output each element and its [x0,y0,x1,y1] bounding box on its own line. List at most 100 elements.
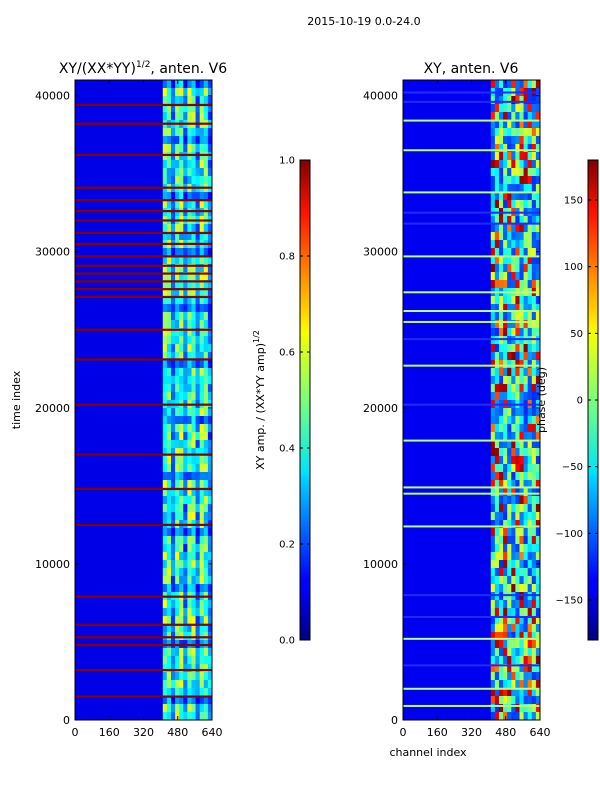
phase-heatmap-cell [511,224,516,233]
amplitude-heatmap-cell [162,456,168,465]
phase-heatmap-cell [519,664,524,673]
phase-heatmap-cell [519,688,524,697]
amplitude-heatmap-cell [195,192,200,201]
amplitude-heatmap-cell [179,560,184,569]
amplitude-heatmap-cell [166,704,172,713]
phase-heatmap-cell [490,152,496,161]
phase-heatmap-cell [527,528,533,537]
amplitude-heatmap-cell [166,680,172,689]
amplitude-heatmap-cell [170,384,176,393]
amplitude-heatmap-cell [207,368,212,377]
amplitude-heatmap-cell [166,632,172,641]
phase-heatmap-cell [503,264,508,273]
amplitude-heatmap-cell [195,672,200,681]
amplitude-heatmap-cell [166,472,172,481]
amplitude-heatmap-cell [207,648,212,657]
amplitude-saturated-row [75,280,212,283]
amplitude-heatmap-cell [175,80,180,89]
amplitude-heatmap-cell [162,512,168,521]
phase-heatmap-cell [531,408,537,417]
amplitude-heatmap-cell [166,392,172,401]
amplitude-heatmap-cell [170,224,176,233]
phase-heatmap-cell [490,440,496,449]
amplitude-heatmap-cell [207,136,212,145]
phase-heatmap-cell [498,680,504,689]
phase-heatmap-cell [531,632,537,641]
phase-heatmap-cell [494,272,500,281]
amplitude-heatmap-cell [170,368,176,377]
amplitude-x-tick-label: 160 [99,726,120,739]
phase-heatmap-cell [498,432,504,441]
amplitude-heatmap-cell [162,296,168,305]
phase-heatmap-cell [527,600,533,609]
phase-heatmap-cell [535,96,540,105]
phase-heatmap-cell [490,376,496,385]
phase-heatmap-cell [503,480,508,489]
amplitude-heatmap-cell [199,616,205,625]
amplitude-heatmap-cell [207,160,212,169]
amplitude-heatmap-cell [162,256,168,265]
phase-heatmap-cell [490,656,496,665]
phase-heatmap-cell [507,312,512,321]
amplitude-heatmap-cell [187,112,192,121]
amplitude-heatmap-cell [183,376,188,385]
phase-heatmap-cell [490,280,496,289]
amplitude-heatmap-cell [183,448,188,457]
phase-heatmap-cell [498,440,504,449]
phase-heatmap-cell [531,120,537,129]
amplitude-heatmap-cell [203,136,209,145]
phase-heatmap-cell [507,384,512,393]
phase-heatmap-cell [490,536,496,545]
amplitude-heatmap-cell [170,664,176,673]
phase-heatmap-cell [519,432,524,441]
amplitude-heatmap-cell [183,200,188,209]
amplitude-heatmap-cell [166,136,172,145]
amplitude-heatmap-cell [195,456,200,465]
phase-saturated-row [403,637,540,640]
amplitude-heatmap-cell [183,312,188,321]
phase-heatmap-cell [511,352,516,361]
phase-heatmap-cell [519,320,524,329]
amplitude-heatmap-cell [199,424,205,433]
amplitude-heatmap-cell [170,712,176,720]
phase-heatmap-cell [523,424,528,433]
amplitude-heatmap-cell [166,280,172,289]
phase-heatmap-cell [515,80,520,89]
phase-heatmap-cell [523,432,528,441]
amplitude-y-tick-label: 10000 [35,558,70,571]
amplitude-heatmap-cell [175,456,180,465]
phase-heatmap-cell [515,248,520,257]
amplitude-heatmap-cell [203,528,209,537]
phase-heatmap-cell [511,328,516,337]
amplitude-heatmap-cell [183,624,188,633]
phase-heatmap-cell [523,336,528,345]
amplitude-heatmap-cell [191,304,196,313]
amplitude-heatmap-cell [183,472,188,481]
phase-saturated-row [403,364,540,367]
phase-heatmap-cell [494,168,500,177]
phase-heatmap-cell [507,216,512,225]
phase-heatmap-cell [531,536,537,545]
phase-heatmap-cell [494,504,500,513]
phase-heatmap-cell [503,440,508,449]
phase-heatmap-cell [531,480,537,489]
phase-heatmap-cell [527,680,533,689]
amplitude-heatmap-cell [166,104,172,113]
amplitude-heatmap-cell [191,272,196,281]
amplitude-heatmap-cell [166,488,172,497]
phase-heatmap-cell [535,240,540,249]
phase-heatmap-cell [503,240,508,249]
amplitude-heatmap-cell [191,616,196,625]
amplitude-heatmap-cell [191,664,196,673]
amplitude-heatmap-cell [166,584,172,593]
phase-heatmap-cell [527,672,533,681]
amplitude-heatmap-cell [179,576,184,585]
amplitude-heatmap-cell [199,344,205,353]
amplitude-saturated-row [75,403,212,406]
amplitude-heatmap-cell [179,176,184,185]
phase-heatmap-cell [490,160,496,169]
amplitude-heatmap-cell [195,392,200,401]
amplitude-heatmap-cell [179,336,184,345]
phase-heatmap-cell [507,552,512,561]
amplitude-heatmap-cell [199,384,205,393]
